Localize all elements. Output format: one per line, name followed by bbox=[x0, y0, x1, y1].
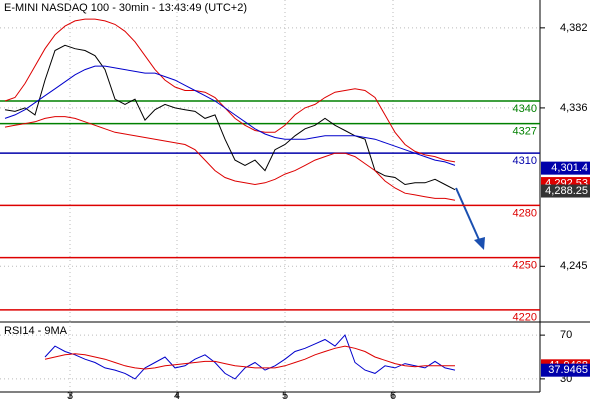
arrow bbox=[455, 187, 485, 250]
series-line bbox=[4, 18, 456, 163]
price-label-box bbox=[541, 161, 590, 175]
y-tick-label: 4,245 bbox=[560, 260, 588, 272]
level-label: 4327 bbox=[513, 125, 537, 137]
y-tick-label: 70 bbox=[560, 329, 572, 341]
price-label: 37.9465 bbox=[548, 364, 588, 376]
price-label: 4,301.4 bbox=[551, 162, 588, 174]
level-label: 4220 bbox=[513, 312, 537, 324]
series-line bbox=[44, 334, 456, 380]
level-label: 4280 bbox=[513, 207, 537, 219]
series-line bbox=[4, 65, 456, 166]
level-label: 4250 bbox=[513, 260, 537, 272]
level-label: 4310 bbox=[513, 155, 537, 167]
level-label: 4340 bbox=[513, 103, 537, 115]
chart-title: E-MINI NASDAQ 100 - 30min - 13:43:49 (UT… bbox=[4, 2, 247, 14]
price-label-box bbox=[541, 363, 590, 377]
series-line bbox=[4, 44, 456, 191]
rsi-title: RSI14 - 9MA bbox=[4, 325, 68, 337]
series-line bbox=[44, 345, 455, 370]
series-line bbox=[4, 116, 456, 201]
price-label-box bbox=[541, 184, 590, 198]
y-tick-label: 4,336 bbox=[560, 102, 588, 114]
price-label: 4,288.25 bbox=[545, 185, 588, 197]
y-tick-label: 4,382 bbox=[560, 22, 588, 34]
